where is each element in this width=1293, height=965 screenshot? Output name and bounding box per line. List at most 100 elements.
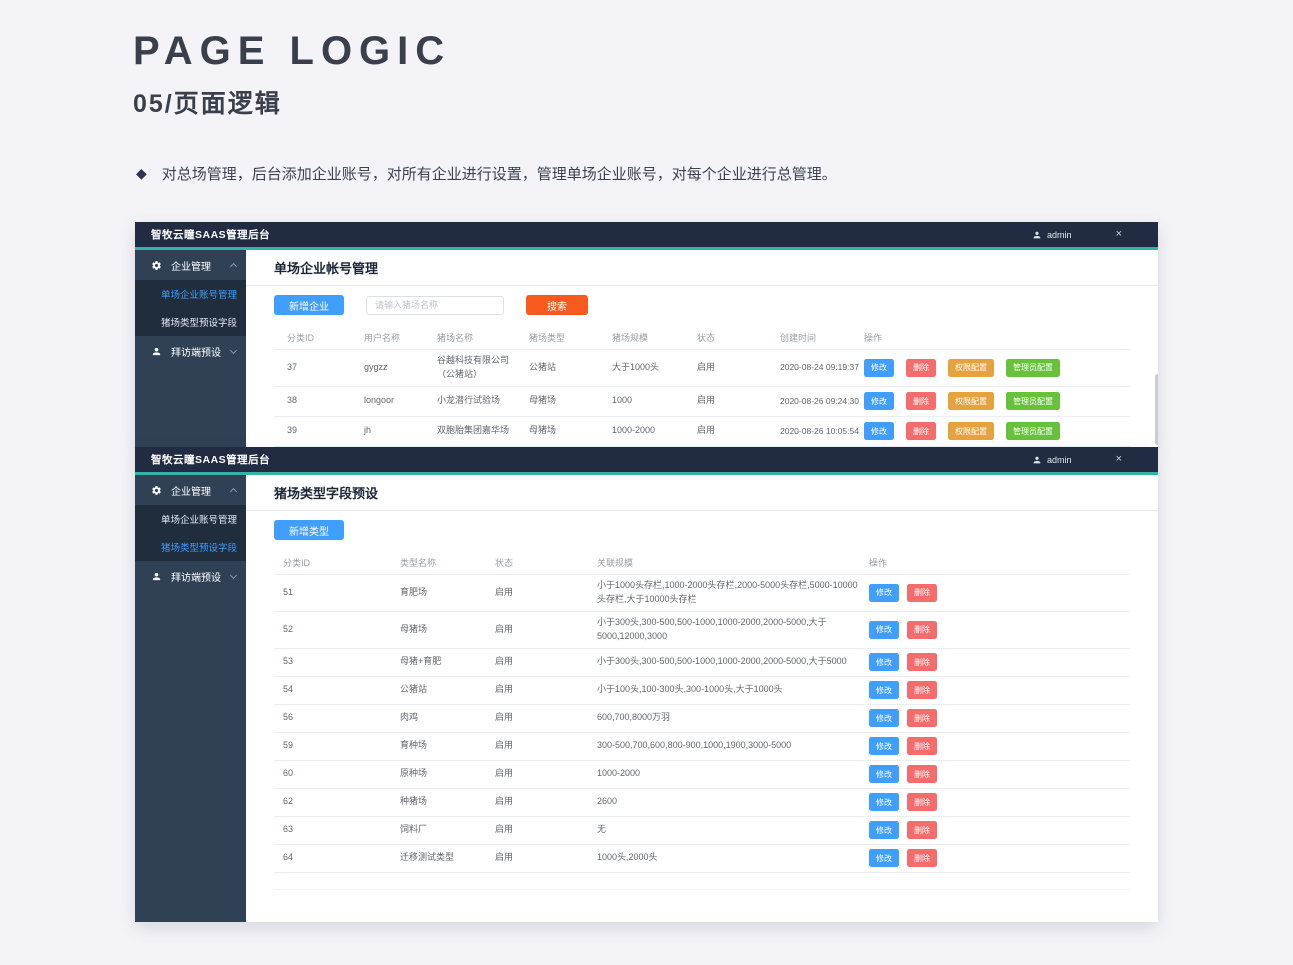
sidebar-submenu: 单场企业账号管理 猪场类型预设字段 — [135, 280, 246, 336]
permission-config-button[interactable]: 权限配置 — [948, 392, 994, 411]
modify-button[interactable]: 修改 — [869, 737, 899, 756]
table-row: 52 母猪场 启用 小于300头,300-500,500-1000,1000-2000… — [274, 612, 1130, 649]
delete-button[interactable]: 删除 — [907, 765, 937, 784]
search-button[interactable]: 搜索 — [526, 295, 588, 315]
delete-button[interactable]: 删除 — [907, 793, 937, 812]
modify-button[interactable]: 修改 — [864, 358, 894, 377]
table-header-row: 分类ID 用户名称 猪场名称 猪场类型 猪场规模 状态 创建时间 操作 — [274, 328, 1130, 350]
row-actions: 修改 删除 — [860, 653, 1130, 672]
delete-button[interactable]: 删除 — [907, 653, 937, 672]
modify-button[interactable]: 修改 — [864, 392, 894, 411]
cell-user: longoor — [364, 395, 395, 406]
cell-id: 54 — [283, 684, 294, 695]
delete-button[interactable]: 删除 — [907, 620, 937, 639]
permission-config-button[interactable]: 权限配置 — [948, 422, 994, 441]
sidebar-group-label: 企业管理 — [171, 261, 211, 273]
top-bar: 智牧云瞳SAAS管理后台 admin × — [135, 222, 1158, 247]
cell-status: 启用 — [495, 740, 514, 751]
chevron-down-icon — [229, 571, 238, 579]
user-menu[interactable]: admin — [1032, 230, 1072, 240]
sidebar-group-visitor-preset[interactable]: 拜访端预设 — [135, 336, 246, 366]
modify-button[interactable]: 修改 — [869, 821, 899, 840]
cell-type: 母猪场 — [529, 395, 557, 406]
column-header: 猪场规模 — [612, 332, 649, 343]
add-enterprise-button[interactable]: 新增企业 — [274, 295, 344, 315]
column-header: 猪场名称 — [437, 332, 474, 343]
permission-config-button[interactable]: 权限配置 — [948, 358, 994, 377]
column-header: 创建时间 — [780, 332, 817, 343]
toolbar: 新增企业 搜索 — [274, 295, 1130, 315]
cell-farm: 双胞胎集团嘉华场 — [437, 425, 510, 436]
cell-scale: 小于300头,300-500,500-1000,1000-2000,2000-5… — [597, 656, 847, 667]
modify-button[interactable]: 修改 — [869, 793, 899, 812]
delete-button[interactable]: 删除 — [907, 737, 937, 756]
admin-config-button[interactable]: 管理员配置 — [1006, 358, 1060, 377]
cell-status: 启用 — [495, 623, 514, 634]
sidebar-item-enterprise-accounts[interactable]: 单场企业账号管理 — [161, 290, 238, 301]
column-header: 用户名称 — [364, 332, 401, 343]
sidebar-group-enterprise[interactable]: 企业管理 — [135, 475, 246, 505]
table-row: 37 gygzz 谷越科技有限公司（公猪站） 公猪站 大于1000头 启用 2020-08-… — [274, 350, 1130, 387]
modify-button[interactable]: 修改 — [869, 620, 899, 639]
user-icon — [1033, 456, 1041, 463]
username: admin — [1047, 229, 1072, 240]
cell-name: 肉鸡 — [400, 712, 419, 723]
column-header: 操作 — [869, 557, 888, 568]
cell-id: 51 — [283, 586, 294, 597]
cell-created: 2020-08-26 10:05:54 — [780, 425, 859, 436]
screenshot-farm-type-presets: 智牧云瞳SAAS管理后台 admin × 企业管理 单场企业账号管理 猪场类型预… — [135, 447, 1158, 922]
main-content: 单场企业帐号管理 新增企业 搜索 分类ID 用户名称 猪场名称 猪场类型 猪场规… — [246, 250, 1158, 447]
table-row: 60 原种场 启用 1000-2000 修改 删除 — [274, 761, 1130, 789]
delete-button[interactable]: 删除 — [907, 709, 937, 728]
table-body: 37 gygzz 谷越科技有限公司（公猪站） 公猪站 大于1000头 启用 2020-08-… — [274, 350, 1130, 447]
sidebar-item-farm-type-presets[interactable]: 猪场类型预设字段 — [161, 318, 238, 329]
sidebar-item-farm-type-presets[interactable]: 猪场类型预设字段 — [161, 543, 238, 554]
gear-icon — [152, 485, 161, 495]
cell-scale: 小于100头,100-300头,300-1000头,大于1000头 — [597, 684, 783, 695]
column-header: 猪场类型 — [529, 332, 566, 343]
modify-button[interactable]: 修改 — [869, 765, 899, 784]
username: admin — [1047, 454, 1072, 465]
sidebar-group-label: 企业管理 — [171, 486, 211, 498]
row-actions: 修改 删除 — [860, 583, 1130, 602]
delete-button[interactable]: 删除 — [907, 821, 937, 840]
sidebar-group-label: 拜访端预设 — [171, 347, 221, 359]
topbar-right: admin × — [1032, 454, 1158, 465]
chevron-up-icon — [229, 262, 238, 271]
modify-button[interactable]: 修改 — [869, 681, 899, 700]
cell-scale: 1000-2000 — [612, 425, 656, 436]
cell-scale: 1000-2000 — [597, 768, 641, 779]
sidebar-group-enterprise[interactable]: 企业管理 — [135, 250, 246, 280]
delete-button[interactable]: 删除 — [906, 358, 936, 377]
page-title: PAGE LOGIC — [133, 29, 452, 73]
sidebar-group-visitor-preset[interactable]: 拜访端预设 — [135, 561, 246, 591]
delete-button[interactable]: 删除 — [907, 681, 937, 700]
user-menu[interactable]: admin — [1032, 455, 1072, 465]
modify-button[interactable]: 修改 — [864, 422, 894, 441]
table-body: 51 育肥场 启用 小于1000头存栏,1000-2000头存栏,2000-5000头… — [274, 575, 1130, 873]
close-icon[interactable]: × — [1115, 453, 1122, 465]
description-bullet: ◆ 对总场管理，后台添加企业账号，对所有企业进行设置，管理单场企业账号，对每个企… — [136, 163, 837, 184]
cell-id: 59 — [283, 740, 294, 751]
modify-button[interactable]: 修改 — [869, 709, 899, 728]
delete-button[interactable]: 删除 — [907, 849, 937, 868]
delete-button[interactable]: 删除 — [906, 392, 936, 411]
row-actions: 修改 删除 — [860, 765, 1130, 784]
delete-button[interactable]: 删除 — [907, 583, 937, 602]
cell-status: 启用 — [495, 684, 514, 695]
topbar-right: admin × — [1032, 229, 1158, 240]
cell-status: 启用 — [495, 712, 514, 723]
admin-config-button[interactable]: 管理员配置 — [1006, 392, 1060, 411]
vertical-scrollbar[interactable] — [1155, 374, 1158, 445]
sidebar-item-enterprise-accounts[interactable]: 单场企业账号管理 — [161, 515, 238, 526]
modify-button[interactable]: 修改 — [869, 653, 899, 672]
modify-button[interactable]: 修改 — [869, 849, 899, 868]
diamond-icon: ◆ — [136, 165, 147, 181]
close-icon[interactable]: × — [1115, 228, 1122, 240]
add-type-button[interactable]: 新增类型 — [274, 520, 344, 540]
cell-id: 63 — [283, 824, 294, 835]
modify-button[interactable]: 修改 — [869, 583, 899, 602]
search-input[interactable] — [366, 295, 504, 315]
admin-config-button[interactable]: 管理员配置 — [1006, 422, 1060, 441]
delete-button[interactable]: 删除 — [906, 422, 936, 441]
